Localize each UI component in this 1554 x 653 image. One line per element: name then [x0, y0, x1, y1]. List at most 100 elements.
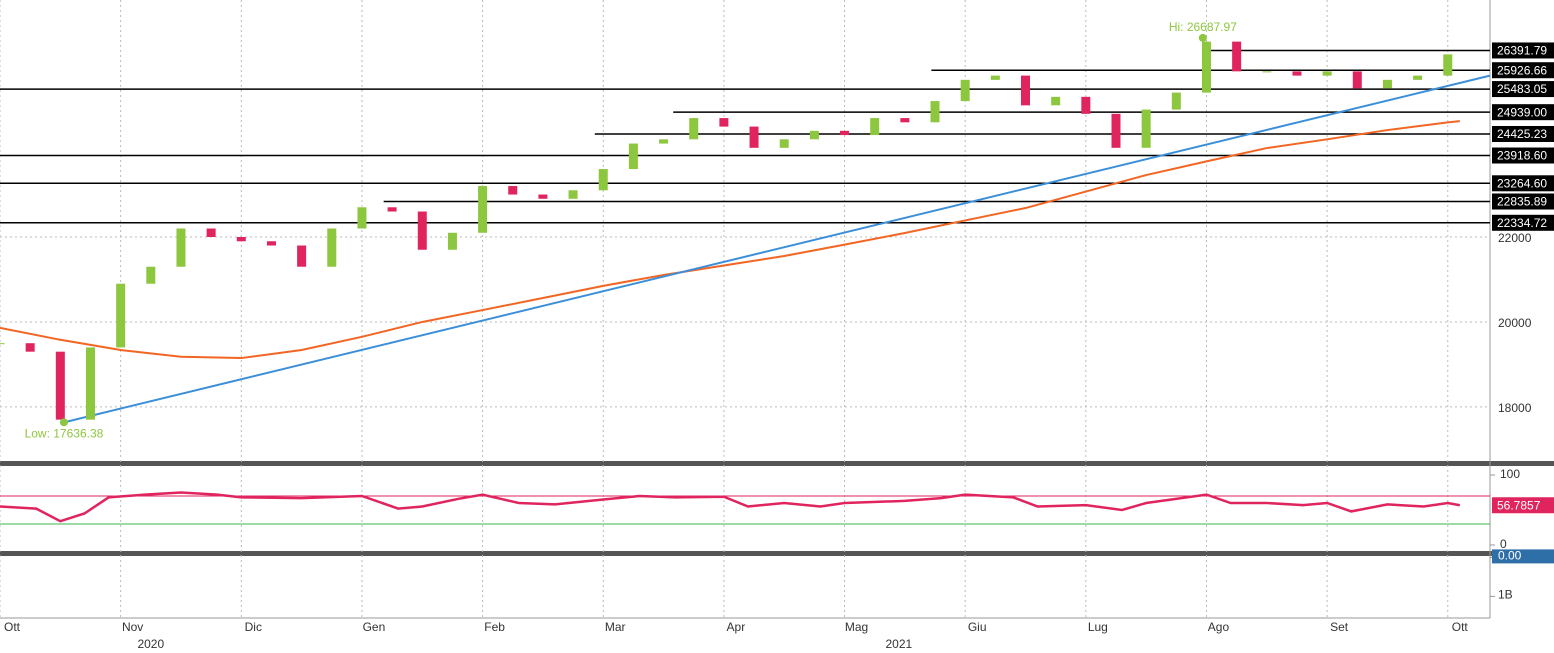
candle-body — [116, 283, 126, 348]
candle-body — [689, 118, 699, 140]
candle-body — [749, 126, 759, 148]
level-label-box — [1492, 147, 1554, 164]
level-label-box — [1492, 214, 1554, 231]
rsi-line — [0, 491, 1461, 523]
candle-body — [327, 228, 337, 267]
candle-body — [568, 190, 578, 199]
annotation: Low: 17636.38 — [25, 427, 104, 441]
level-label-box — [1492, 193, 1554, 210]
candle-body — [146, 266, 156, 284]
candle-body — [0, 343, 5, 345]
candle-body — [85, 347, 95, 420]
x-tick-label: Lug — [1088, 620, 1108, 634]
candle-body — [1021, 75, 1031, 106]
x-tick-label: Ago — [1208, 620, 1230, 634]
candle-body — [960, 79, 970, 102]
year-label: 2021 — [885, 637, 912, 651]
candle-body — [1413, 75, 1423, 80]
candle-body — [1262, 71, 1272, 73]
rsi-tick-label: 100 — [1500, 467, 1520, 481]
rsi-tick-label: 0 — [1500, 537, 1507, 551]
y-tick-label: 20000 — [1498, 316, 1532, 330]
trendline — [63, 74, 1491, 424]
candle-body — [1292, 71, 1302, 76]
rsi-value-label: 56.7857 — [1497, 498, 1541, 512]
level-label: 22334.72 — [1497, 216, 1547, 230]
y-tick-label: 22000 — [1498, 231, 1532, 245]
candle-body — [659, 139, 669, 144]
x-tick-label: Gen — [363, 620, 386, 634]
level-label: 22835.89 — [1497, 195, 1547, 209]
x-tick-label: Mar — [605, 620, 626, 634]
candle-body — [1201, 41, 1211, 93]
candle-body — [508, 186, 518, 195]
candle-body — [598, 169, 608, 191]
candle-body — [447, 232, 457, 250]
candle-body — [779, 139, 789, 148]
candle-body — [809, 130, 819, 140]
candle-body — [236, 237, 246, 242]
level-label: 25483.05 — [1497, 82, 1547, 96]
level-label: 24939.00 — [1497, 105, 1547, 119]
candle-body — [900, 118, 910, 123]
level-label-box — [1492, 42, 1554, 59]
candle-body — [206, 228, 216, 238]
candle-body — [538, 194, 548, 199]
rsi-value-box — [1492, 497, 1554, 514]
y-tick-label: 18000 — [1498, 401, 1532, 415]
x-tick-label: Nov — [122, 620, 143, 634]
annotation-marker — [1198, 33, 1207, 42]
candle-body — [176, 228, 186, 267]
candle-body — [1111, 113, 1121, 148]
candle-body — [25, 343, 35, 352]
x-tick-label: Ott — [4, 620, 21, 634]
volume-tick-label: 0.00 — [1498, 549, 1522, 563]
x-tick-label: Feb — [484, 620, 505, 634]
annotation-marker — [59, 418, 68, 427]
level-label-box — [1492, 104, 1554, 121]
candle-body — [1443, 54, 1453, 76]
candle-body — [870, 118, 880, 136]
x-tick-label: Giu — [968, 620, 987, 634]
candle-body — [1232, 41, 1242, 72]
candle-body — [1081, 96, 1091, 114]
level-label: 24425.23 — [1497, 127, 1547, 141]
candle-body — [1352, 71, 1362, 89]
candle-body — [55, 351, 65, 420]
level-label-box — [1492, 62, 1554, 79]
candle-body — [990, 75, 1000, 80]
level-label: 25926.66 — [1497, 63, 1547, 77]
candle-body — [1141, 109, 1151, 148]
candle-body — [266, 241, 276, 246]
level-label: 23264.60 — [1497, 176, 1547, 190]
x-tick-label: Apr — [727, 620, 746, 634]
candle-body — [1171, 92, 1181, 110]
x-tick-label: Set — [1330, 620, 1349, 634]
candle-body — [719, 118, 729, 127]
candle-body — [297, 245, 307, 267]
x-tick-label: Mag — [845, 620, 868, 634]
candle-body — [1322, 71, 1332, 76]
annotation: Hi: 26687.97 — [1169, 20, 1237, 34]
candle-body — [930, 101, 940, 123]
year-label: 2020 — [137, 637, 164, 651]
candle-body — [417, 211, 427, 250]
level-label: 26391.79 — [1497, 44, 1547, 58]
candle-body — [1382, 79, 1392, 89]
volume-tick-label: 1B — [1498, 588, 1513, 602]
candle-body — [1051, 96, 1061, 106]
candle-body — [357, 207, 367, 229]
candle-body — [478, 186, 488, 233]
level-label: 23918.60 — [1497, 149, 1547, 163]
level-label-box — [1492, 81, 1554, 98]
level-label-box — [1492, 125, 1554, 142]
panel-divider — [0, 461, 1554, 466]
candle-body — [628, 143, 638, 170]
volume-value-box — [1492, 549, 1554, 564]
x-tick-label: Ott — [1452, 620, 1469, 634]
candle-body — [387, 207, 397, 212]
panel-divider — [0, 551, 1554, 556]
level-label-box — [1492, 175, 1554, 192]
